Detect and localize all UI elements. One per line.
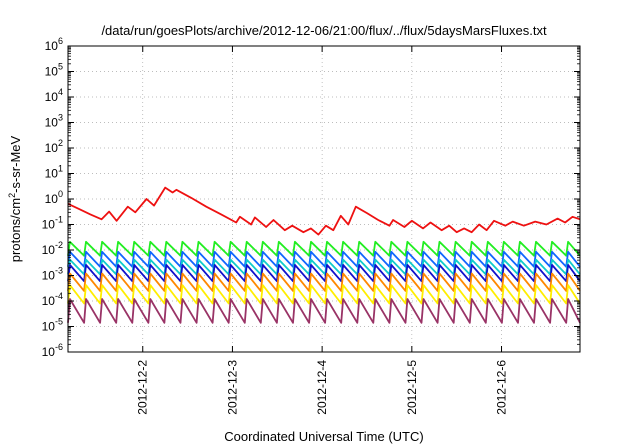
- y-tick-label: 10-2: [42, 240, 63, 257]
- y-tick-label: 10-3: [42, 266, 63, 283]
- y-tick-label: 10-1: [42, 215, 63, 232]
- y-tick-label: 101: [45, 164, 63, 181]
- x-tick-label: 2012-12-2: [136, 360, 150, 415]
- y-tick-label: 100: [45, 189, 63, 206]
- series-line: [67, 298, 581, 324]
- y-tick-label: 104: [45, 87, 63, 104]
- y-tick-label: 106: [45, 36, 63, 53]
- series-line: [67, 250, 581, 268]
- axis-ticks: [68, 45, 580, 353]
- series-line: [67, 240, 581, 257]
- series-line: [67, 186, 581, 236]
- y-tick-label: 10-4: [42, 291, 63, 308]
- y-axis-label-superscript: 2: [7, 193, 17, 198]
- series-line: [67, 272, 581, 292]
- data-series: [67, 186, 581, 324]
- series-line: [67, 284, 581, 305]
- y-axis-label-part: -s-sr-MeV: [8, 135, 23, 192]
- x-axis-label: Coordinated Universal Time (UTC): [224, 429, 423, 444]
- y-axis-label-part: protons/cm: [8, 198, 23, 262]
- y-tick-label: 10-5: [42, 317, 63, 334]
- y-axis-label: protons/cm2-s-sr-MeV: [7, 135, 23, 262]
- x-tick-label: 2012-12-4: [315, 360, 329, 415]
- x-tick-labels: 2012-12-2 2012-12-3 2012-12-4 2012-12-5 2012…: [136, 360, 509, 415]
- y-tick-label: 102: [45, 138, 63, 155]
- y-tick-label: 10-6: [42, 342, 63, 359]
- series-line: [67, 264, 581, 283]
- y-tick-label: 105: [45, 62, 63, 79]
- y-tick-labels: 10-6 10-5 10-4 10-3 10-2 10-1 100 101 102 103 104 1…: [42, 36, 63, 359]
- chart-title: /data/run/goesPlots/archive/2012-12-06/2…: [101, 23, 547, 38]
- x-tick-label: 2012-12-6: [495, 360, 509, 415]
- y-tick-label: 103: [45, 113, 63, 130]
- x-tick-label: 2012-12-5: [405, 360, 419, 415]
- x-tick-label: 2012-12-3: [225, 360, 239, 415]
